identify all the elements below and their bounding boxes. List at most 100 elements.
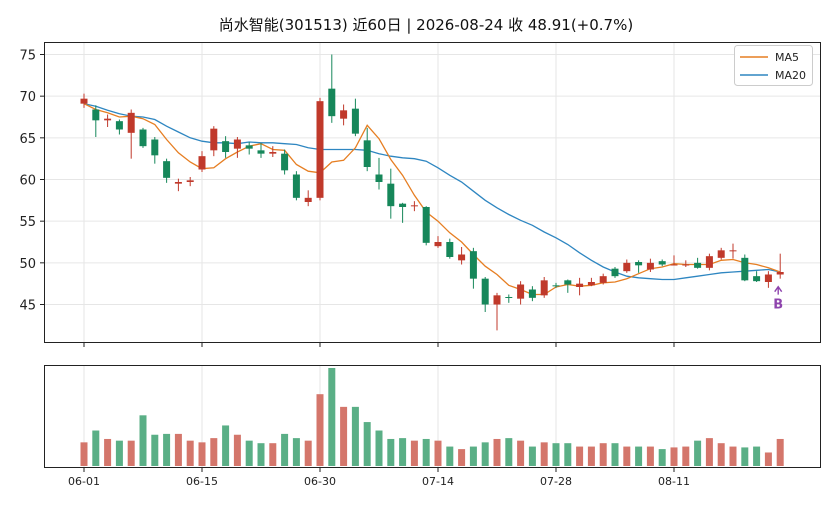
y-tick-label: 70 — [19, 90, 36, 105]
candle-up — [210, 128, 218, 151]
candle-down — [753, 276, 761, 282]
volume-bar — [210, 438, 218, 466]
candle-down — [257, 150, 265, 154]
candle-down — [505, 297, 513, 298]
x-tick-label: 07-28 — [540, 475, 572, 488]
volume-bar — [540, 442, 548, 466]
volume-bar — [410, 440, 418, 466]
volume-bar — [776, 438, 784, 466]
volume-bar — [694, 440, 702, 466]
candle-down — [399, 203, 407, 207]
candle-up — [198, 156, 206, 170]
candle-down — [446, 242, 454, 257]
legend-label-ma20: MA20 — [775, 69, 806, 82]
candle-down — [552, 285, 560, 287]
candle-up — [646, 262, 654, 270]
candles — [80, 54, 784, 331]
candle-up — [269, 152, 277, 154]
volume-bar — [611, 443, 619, 466]
candle-down — [694, 262, 702, 268]
volume-bar — [340, 406, 348, 466]
price-plot-frame — [44, 42, 821, 343]
volume-bar — [186, 440, 194, 466]
candle-down — [292, 174, 300, 198]
candle-up — [316, 101, 324, 198]
volume-bar — [458, 449, 466, 466]
candle-up — [304, 197, 312, 202]
candle-up — [493, 295, 501, 305]
candle-up — [576, 283, 584, 287]
legend-label-ma5: MA5 — [775, 51, 799, 64]
candle-up — [410, 205, 418, 207]
candle-up — [540, 280, 548, 296]
volume-bar — [517, 440, 525, 466]
candle-up — [717, 250, 725, 258]
y-tick-label: 65 — [19, 132, 36, 147]
x-tick-label: 06-30 — [304, 475, 336, 488]
candle-down — [92, 109, 100, 121]
candle-down — [151, 139, 159, 156]
candle-up — [764, 274, 772, 282]
candle-down — [115, 121, 123, 130]
candle-down — [611, 268, 619, 277]
volume-bar — [245, 440, 253, 466]
volume-bar — [446, 446, 454, 466]
candle-up — [434, 242, 442, 247]
volume-bar — [528, 446, 536, 466]
volume-bar — [269, 443, 277, 466]
volume-bar — [387, 438, 395, 466]
volume-bar — [292, 438, 300, 466]
candle-up — [340, 110, 348, 119]
volume-bar — [434, 440, 442, 466]
chart-title: 尚水智能(301513) 近60日 | 2026-08-24 收 48.91(+… — [219, 16, 633, 34]
volume-bar — [753, 446, 761, 466]
x-tick-label: 06-01 — [68, 475, 100, 488]
x-axis-ticks: 06-01 06-15 06-30 07-14 07-28 08-11 — [68, 342, 690, 488]
volume-bar — [635, 446, 643, 466]
candle-up — [80, 98, 88, 104]
candle-up — [458, 254, 466, 261]
candle-down — [281, 153, 289, 171]
volume-bar — [281, 433, 289, 466]
candle-down — [375, 174, 383, 182]
candle-down — [741, 257, 749, 281]
buy-marker-label: B — [773, 298, 783, 313]
x-tick-label: 06-15 — [186, 475, 218, 488]
x-tick-label: 07-14 — [422, 475, 454, 488]
legend: MA5 MA20 — [734, 45, 813, 86]
volume-bar — [576, 446, 584, 466]
candle-up — [127, 112, 135, 133]
volume-bar — [741, 447, 749, 466]
volume-bar — [670, 447, 678, 466]
candle-up — [587, 282, 595, 286]
volume-bar — [363, 422, 371, 466]
y-tick-label: 55 — [19, 215, 36, 230]
volume-bar — [658, 449, 666, 466]
buy-marker: B — [773, 285, 783, 313]
volume-bar — [705, 438, 713, 466]
candle-down — [328, 88, 336, 117]
candle-down — [351, 108, 359, 134]
volume-bar — [729, 446, 737, 466]
volume-bar — [198, 442, 206, 466]
y-tick-label: 50 — [19, 257, 36, 272]
volume-bar — [316, 394, 324, 466]
candle-down — [635, 262, 643, 266]
candle-up — [104, 118, 112, 121]
candle-down — [658, 261, 666, 265]
candle-up — [729, 250, 737, 252]
volume-bar — [375, 430, 383, 466]
volume-bar — [233, 434, 241, 466]
volume-panel: 06-01 06-15 06-30 07-14 07-28 08-11 — [44, 342, 821, 488]
volume-bar — [127, 440, 135, 466]
candle-up — [776, 272, 784, 275]
volume-bar — [399, 438, 407, 466]
candle-up — [670, 264, 678, 266]
candle-up — [599, 276, 607, 283]
candle-down — [222, 141, 230, 152]
volume-bar — [469, 446, 477, 466]
volume-bars — [80, 368, 784, 466]
candle-down — [481, 278, 489, 305]
volume-bar — [564, 443, 572, 466]
volume-bar — [328, 368, 336, 466]
